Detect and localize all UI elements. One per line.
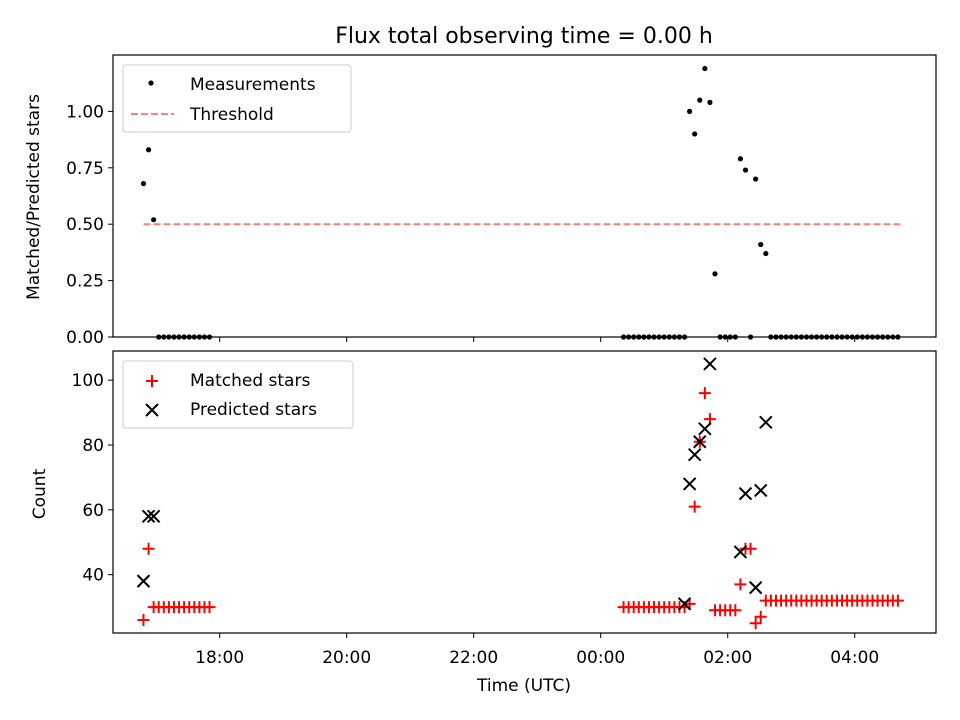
measurement-point [697, 97, 703, 103]
predicted-star-point [738, 486, 753, 501]
top-legend: Measurements Threshold [122, 64, 352, 133]
x-tick-label: 02:00 [703, 648, 752, 668]
measurement-point [702, 65, 708, 72]
x-tick-label: 22:00 [449, 648, 498, 668]
chart-title: Flux total observing time = 0.00 h [335, 24, 713, 49]
top-panel: Matched/Predicted stars 0.00 0.25 0.50 0.75… [24, 54, 937, 348]
measurement-point [712, 271, 718, 277]
measurement-point [151, 217, 157, 223]
predicted-star-point [136, 574, 151, 588]
matched-star-point [754, 610, 767, 623]
x-axis-label: Time (UTC) [476, 676, 571, 696]
measurement-point [758, 241, 764, 248]
predicted-star-point [733, 545, 748, 559]
measurement-point [753, 176, 759, 182]
matched-star-point [744, 542, 757, 555]
predicted-star-point [748, 580, 763, 595]
legend-measurements-label: Measurements [190, 75, 316, 95]
bottom-plot-area [136, 357, 904, 630]
top-axes-frame [112, 54, 937, 338]
bottom-legend-box [122, 360, 354, 429]
matched-star-point [203, 601, 216, 614]
top-y-axis-label: Matched/Predicted stars [24, 94, 44, 300]
measurement-point [763, 250, 769, 257]
top-y-tick-label: 0.75 [66, 159, 104, 179]
top-ticks: 0.00 0.25 0.50 0.75 1.00 [66, 102, 856, 348]
measurement-point [707, 99, 713, 105]
measurement-point [742, 167, 749, 173]
matched-star-point [137, 614, 150, 627]
measurement-point [145, 147, 152, 153]
x-tick-label: 18:00 [195, 648, 244, 668]
x-tick-label: 04:00 [830, 648, 879, 668]
bottom-axes-frame [112, 350, 937, 634]
legend-matched-label: Matched stars [190, 371, 310, 391]
legend-threshold-label: Threshold [189, 105, 274, 125]
predicted-star-point [759, 415, 773, 430]
bottom-y-tick-label: 100 [72, 371, 104, 391]
predicted-star-point [146, 509, 161, 524]
bottom-legend: Matched stars Predicted stars [122, 360, 354, 429]
matched-star-point [734, 578, 747, 591]
predicted-star-point [682, 477, 697, 491]
matched-star-point [749, 617, 762, 630]
top-y-tick-label: 0.00 [66, 328, 104, 348]
top-y-tick-label: 0.50 [66, 215, 104, 235]
legend-predicted-marker [145, 403, 159, 417]
x-tick-label: 20:00 [322, 648, 371, 668]
matched-star-point [698, 387, 711, 400]
measurement-point [687, 108, 693, 114]
matched-star-point [142, 542, 155, 555]
measurement-point [140, 180, 147, 187]
matched-star-point [688, 500, 701, 513]
bottom-ticks: 40 60 80 100 [72, 371, 856, 638]
legend-measurements-marker [148, 80, 154, 86]
top-y-tick-label: 0.25 [66, 272, 104, 292]
bottom-y-tick-label: 80 [82, 436, 104, 456]
predicted-star-point [703, 357, 717, 371]
legend-predicted-label: Predicted stars [190, 400, 317, 420]
bottom-y-tick-label: 60 [82, 501, 104, 521]
predicted-star-point [677, 597, 692, 611]
top-legend-box [122, 64, 352, 133]
predicted-star-point [754, 483, 768, 498]
bottom-y-axis-label: Count [30, 468, 50, 519]
predicted-star-point [693, 435, 707, 449]
x-tick-label: 00:00 [576, 648, 625, 668]
predicted-star-point [698, 422, 712, 436]
bottom-panel: Count 40 60 80 100 Matched stars Predicted … [30, 350, 937, 638]
legend-matched-marker [146, 375, 158, 387]
measurement-point [692, 131, 698, 137]
matched-star-point [729, 604, 742, 617]
x-axis-ticks: 18:00 20:00 22:00 00:00 02:00 04:00 [195, 648, 879, 668]
measurement-point [737, 156, 744, 162]
predicted-star-point [141, 509, 156, 524]
predicted-star-point [687, 448, 702, 462]
top-y-tick-label: 1.00 [66, 102, 104, 122]
matched-star-point [891, 594, 904, 607]
bottom-y-tick-label: 40 [82, 566, 104, 586]
